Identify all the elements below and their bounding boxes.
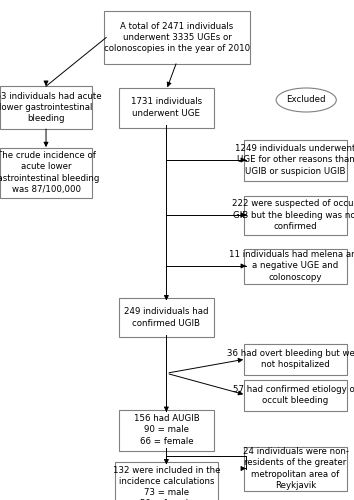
FancyBboxPatch shape [115,462,218,500]
FancyBboxPatch shape [244,140,347,180]
Text: The crude incidence of
acute lower
gastrointestinal bleeding
was 87/100,000: The crude incidence of acute lower gastr… [0,152,100,194]
FancyBboxPatch shape [244,446,347,490]
FancyBboxPatch shape [104,11,250,64]
Text: 249 individuals had
confirmed UGIB: 249 individuals had confirmed UGIB [124,308,209,328]
FancyBboxPatch shape [119,88,214,128]
Text: 132 were included in the
incidence calculations
73 = male
59 = female: 132 were included in the incidence calcu… [113,466,220,500]
Text: A total of 2471 individuals
underwent 3335 UGEs or
colonoscopies in the year of : A total of 2471 individuals underwent 33… [104,22,250,53]
FancyBboxPatch shape [244,380,347,410]
FancyBboxPatch shape [119,298,214,337]
Text: 222 were suspected of occult
GIB but the bleeding was not
confirmed: 222 were suspected of occult GIB but the… [232,200,354,230]
Text: 1731 individuals
underwent UGE: 1731 individuals underwent UGE [131,98,202,117]
Text: 1249 individuals underwent
UGE for other reasons than
UGIB or suspicion UGIB: 1249 individuals underwent UGE for other… [235,144,354,176]
FancyBboxPatch shape [0,148,92,198]
FancyBboxPatch shape [244,344,347,374]
Text: 57 had confirmed etiology of
occult bleeding: 57 had confirmed etiology of occult blee… [233,385,354,405]
FancyBboxPatch shape [244,196,347,234]
Text: 11 individuals had melena and
a negative UGE and
colonoscopy: 11 individuals had melena and a negative… [229,250,354,282]
FancyBboxPatch shape [244,248,347,284]
FancyBboxPatch shape [0,86,92,128]
Text: 156 had AUGIB
90 = male
66 = female: 156 had AUGIB 90 = male 66 = female [133,414,199,446]
Text: 24 individuals were non-
residents of the greater
metropolitan area of
Reykjavik: 24 individuals were non- residents of th… [242,448,349,490]
FancyBboxPatch shape [119,410,214,451]
Text: 36 had overt bleeding but were
not hospitalized: 36 had overt bleeding but were not hospi… [227,349,354,369]
Text: 163 individuals had acute
lower gastrointestinal
bleeding: 163 individuals had acute lower gastroin… [0,92,102,123]
Text: Excluded: Excluded [286,96,326,104]
Ellipse shape [276,88,336,112]
